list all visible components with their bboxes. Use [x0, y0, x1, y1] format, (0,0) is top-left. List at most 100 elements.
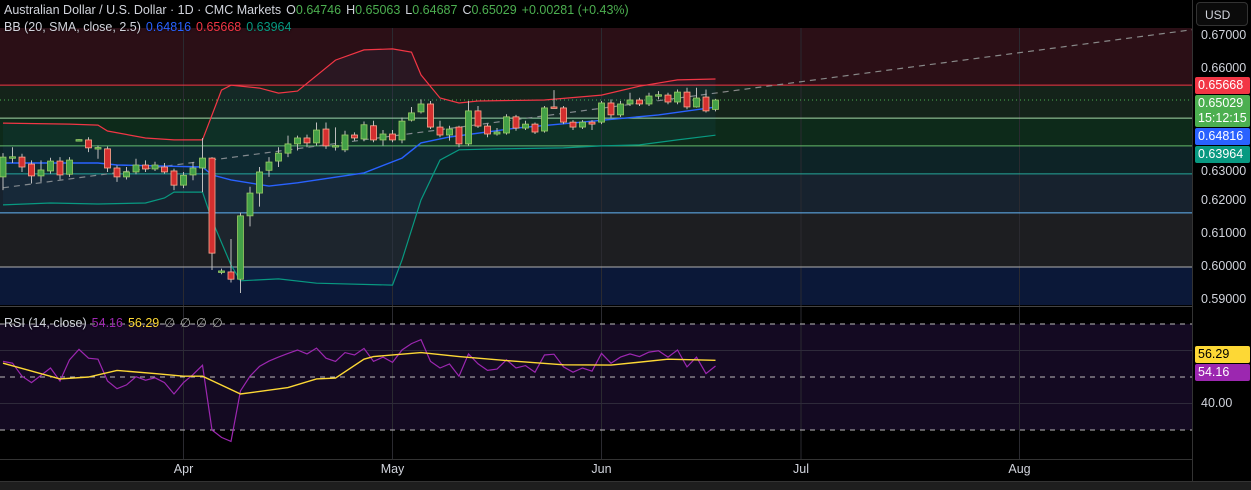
rsi-value: 54.16: [91, 316, 123, 330]
rsi-tick-label: 40.00: [1201, 396, 1233, 410]
candle-body: [408, 112, 415, 121]
bottom-toolbar: [0, 481, 1251, 490]
candle-body: [484, 125, 491, 135]
high-value: 0.65063: [355, 3, 401, 17]
time-axis-border: [0, 459, 1192, 460]
rsi-empty-1: ∅: [180, 316, 192, 330]
candle-body: [313, 129, 320, 144]
bar-countdown: 15:12:15: [1198, 110, 1247, 125]
candle-body: [161, 166, 168, 173]
price-zone: [0, 266, 1192, 305]
price-tick-label: 0.62000: [1201, 192, 1247, 207]
rsi-empty-2: ∅: [196, 316, 207, 330]
bb-lower-line: [2, 134, 716, 286]
candle-body: [436, 126, 444, 136]
price-zone: [0, 85, 1192, 119]
candle-body: [522, 123, 529, 129]
candle-body: [351, 134, 358, 139]
candle-body: [56, 160, 64, 176]
rsi-legend[interactable]: RSI (14, close) 54.16 56.29 ∅ ∅ ∅ ∅: [4, 316, 223, 331]
candle-body: [123, 171, 130, 178]
candle-body: [142, 164, 149, 170]
rsi-ma-line: [2, 351, 716, 395]
bb-basis-badge: 0.64816: [1195, 127, 1250, 145]
price-zone: [0, 212, 1192, 267]
candle-body: [132, 164, 140, 173]
candle-body: [218, 270, 225, 273]
candle-body: [75, 139, 83, 142]
candle-body: [579, 121, 586, 128]
candle-body: [560, 107, 567, 123]
candle-body: [246, 192, 254, 217]
candle-body: [455, 126, 463, 145]
candle-body: [569, 121, 577, 128]
candle-body: [227, 271, 235, 280]
candle-body: [379, 133, 387, 141]
candle-body: [512, 116, 520, 129]
open-value: 0.64746: [295, 3, 342, 17]
time-tick-label: May: [380, 462, 405, 476]
candle-body: [294, 137, 301, 145]
currency-button[interactable]: USD: [1196, 2, 1248, 26]
price-tick-label: 0.67000: [1201, 28, 1247, 42]
candle-body: [493, 131, 501, 135]
rsi-ma-value: 56.29: [127, 316, 160, 330]
rsi-ma-badge: 56.29: [1195, 345, 1250, 363]
candle-body: [702, 96, 710, 112]
bb-basis-value: 0.64816: [145, 20, 192, 34]
price-tick-label: 0.59000: [1201, 291, 1247, 306]
candle-body: [275, 152, 282, 162]
price-chart[interactable]: [0, 0, 1192, 460]
time-tick-label: Jul: [793, 462, 809, 476]
candle-body: [85, 139, 92, 149]
candle-body: [284, 143, 292, 154]
price-zone: [0, 118, 1192, 146]
candle-body: [531, 123, 539, 133]
time-tick-label: Aug: [1008, 462, 1031, 476]
candle-body: [617, 103, 624, 116]
candle-body: [645, 95, 653, 105]
price-zone: [0, 28, 1192, 86]
bb-legend[interactable]: BB (20, SMA, close, 2.5) 0.64816 0.65668…: [4, 20, 291, 35]
bb-basis-line: [3, 106, 716, 187]
rsi-line: [2, 338, 716, 443]
pane-separator[interactable]: [0, 306, 1192, 307]
price-tick-label: 0.60000: [1201, 258, 1247, 273]
candle-body: [180, 174, 187, 186]
candle-body: [674, 91, 681, 103]
bb-upper-line: [2, 48, 716, 141]
symbol-legend[interactable]: Australian Dollar / U.S. Dollar · 1D · C…: [4, 3, 629, 17]
rsi-empty-3: ∅: [211, 316, 223, 330]
price-zone: [0, 145, 1192, 174]
candle-body: [389, 133, 396, 141]
candle-body: [18, 156, 26, 168]
bb-lower-badge: 0.63964: [1195, 145, 1250, 163]
price-tick-label: 0.61000: [1201, 225, 1247, 240]
time-tick-label: Jun: [591, 462, 612, 476]
candle-body: [541, 107, 548, 132]
candle-body: [332, 145, 339, 148]
candle-body: [550, 106, 558, 109]
candle-body: [237, 215, 244, 280]
candle-body: [189, 167, 197, 176]
candle-body: [503, 116, 510, 134]
price-tick-label: 0.66000: [1201, 60, 1247, 75]
candle-body: [626, 99, 634, 105]
candle-body: [683, 91, 691, 108]
time-tick-label: Apr: [173, 462, 194, 476]
close-value: 0.65029: [471, 3, 517, 17]
price-axis[interactable]: 0.67000 0.66000 0.63000 0.62000 0.61000 0.600…: [1192, 0, 1251, 490]
candle-body: [636, 99, 643, 105]
price-zone: [0, 173, 1192, 213]
candle-body: [588, 121, 596, 125]
candle-body: [151, 164, 159, 170]
candle-body: [322, 128, 330, 147]
candle-body: [256, 171, 263, 194]
candle-body: [104, 148, 111, 169]
candle-body: [655, 94, 662, 97]
candle-body: [465, 110, 472, 145]
candle-body: [664, 94, 672, 103]
candle-body: [28, 163, 35, 177]
candle-body: [360, 124, 368, 140]
symbol-title: Australian Dollar / U.S. Dollar · 1D · C…: [4, 3, 282, 17]
